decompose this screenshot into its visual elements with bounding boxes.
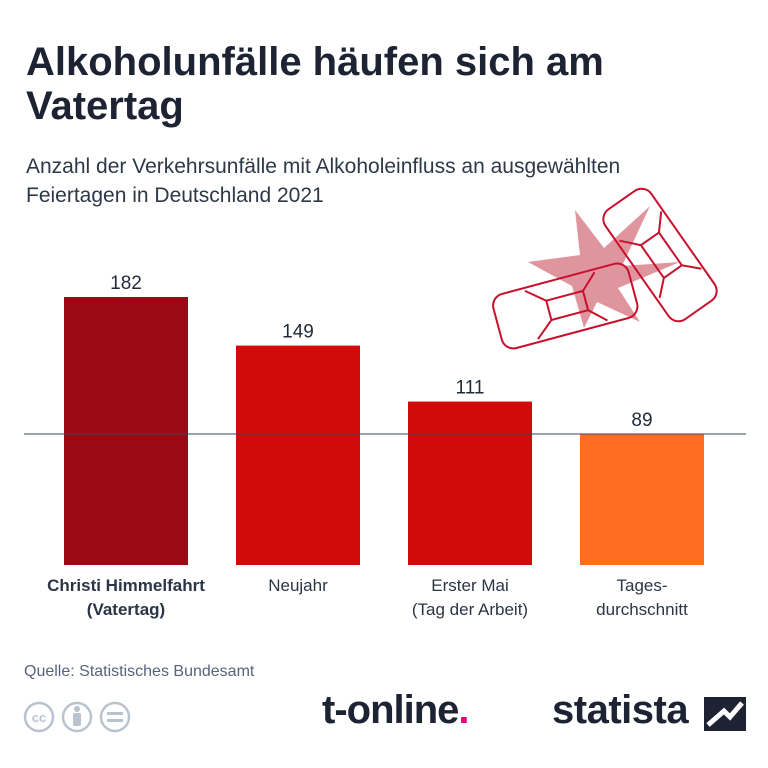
statista-logo-text: statista	[552, 688, 689, 732]
source-note: Quelle: Statistisches Bundesamt	[24, 663, 255, 680]
category-label-0-1: (Vatertag)	[87, 600, 165, 619]
value-label-3: 89	[631, 410, 652, 431]
category-label-2-0: Erster Mai	[431, 576, 508, 595]
bar-2	[408, 401, 532, 565]
value-label-2: 111	[456, 378, 485, 399]
svg-text:cc: cc	[32, 710, 46, 725]
chart-subtitle: Anzahl der Verkehrsunfälle mit Alkoholei…	[26, 155, 621, 207]
tonline-logo: t-online.	[322, 688, 470, 733]
by-person-icon	[61, 701, 93, 733]
license-icons: cc	[23, 701, 131, 733]
bar-1	[236, 345, 360, 565]
value-label-1: 149	[282, 322, 314, 343]
car-crash-icon	[492, 187, 718, 350]
tonline-logo-dot: .	[458, 688, 469, 732]
statista-logo-icon	[704, 697, 746, 731]
bar-0	[64, 297, 188, 565]
category-label-3-1: durchschnitt	[596, 600, 688, 619]
nd-equal-icon	[99, 701, 131, 733]
category-label-2-1: (Tag der Arbeit)	[412, 600, 528, 619]
bar-chart: 182 Christi Himmelfahrt (Vatertag) 149 Neuja…	[24, 187, 746, 619]
category-label-3-0: Tages-	[616, 576, 667, 595]
chart-title: Alkoholunfälle häufen sich am Vatertag	[26, 40, 604, 128]
category-label-1-0: Neujahr	[268, 576, 328, 595]
tonline-logo-text: t-online	[322, 688, 459, 732]
cc-icon: cc	[23, 701, 55, 733]
value-label-0: 182	[110, 273, 142, 294]
bar-3	[580, 433, 704, 565]
category-label-0-0: Christi Himmelfahrt	[47, 576, 205, 595]
